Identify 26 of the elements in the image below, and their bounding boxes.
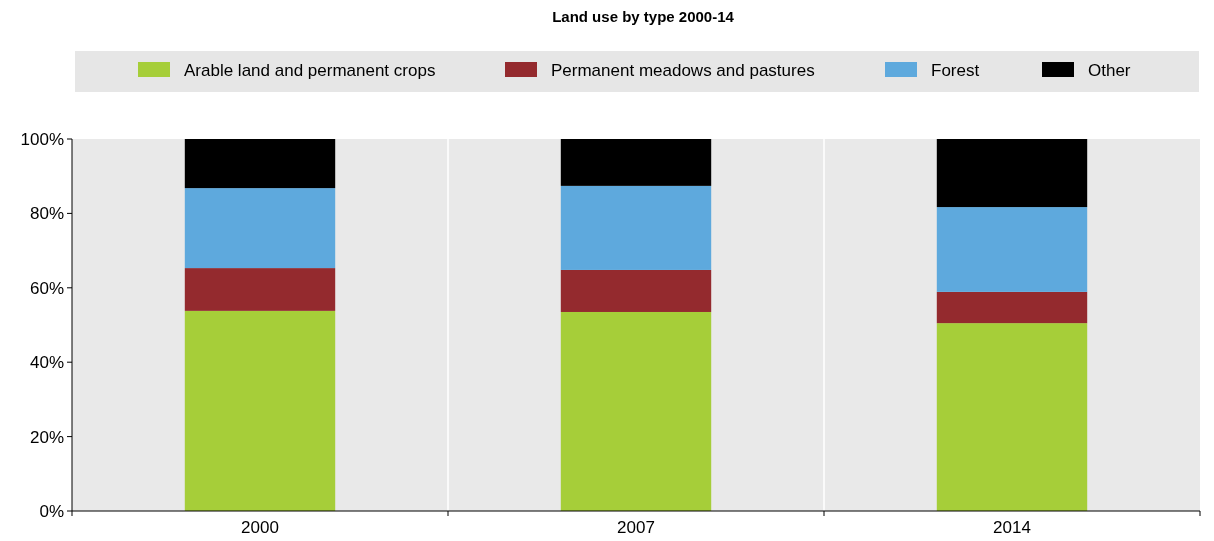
bar — [184, 310, 336, 511]
y-tick-label: 100% — [20, 129, 64, 149]
bar — [184, 139, 336, 189]
bar — [936, 291, 1088, 324]
y-tick-label: 20% — [29, 427, 64, 447]
y-tick-label: 60% — [29, 278, 64, 298]
bar — [560, 139, 712, 186]
chart-title: Land use by type 2000-14 — [552, 8, 735, 25]
bar — [936, 207, 1088, 292]
x-tick-label: 2007 — [617, 518, 655, 537]
y-tick-label: 40% — [29, 353, 64, 373]
bar — [560, 185, 712, 270]
bar — [936, 323, 1088, 511]
bar — [560, 269, 712, 312]
y-tick-label: 0% — [39, 501, 64, 521]
bar — [184, 188, 336, 269]
legend-label: Other — [1088, 61, 1131, 80]
x-tick-label: 2014 — [993, 518, 1031, 537]
bar — [936, 139, 1088, 208]
bar — [560, 311, 712, 511]
legend-label: Arable land and permanent crops — [184, 61, 436, 80]
legend-label: Permanent meadows and pastures — [551, 61, 815, 80]
x-tick-label: 2000 — [241, 518, 279, 537]
bar — [184, 268, 336, 311]
legend-label: Forest — [931, 61, 980, 80]
y-tick-label: 80% — [29, 204, 64, 224]
